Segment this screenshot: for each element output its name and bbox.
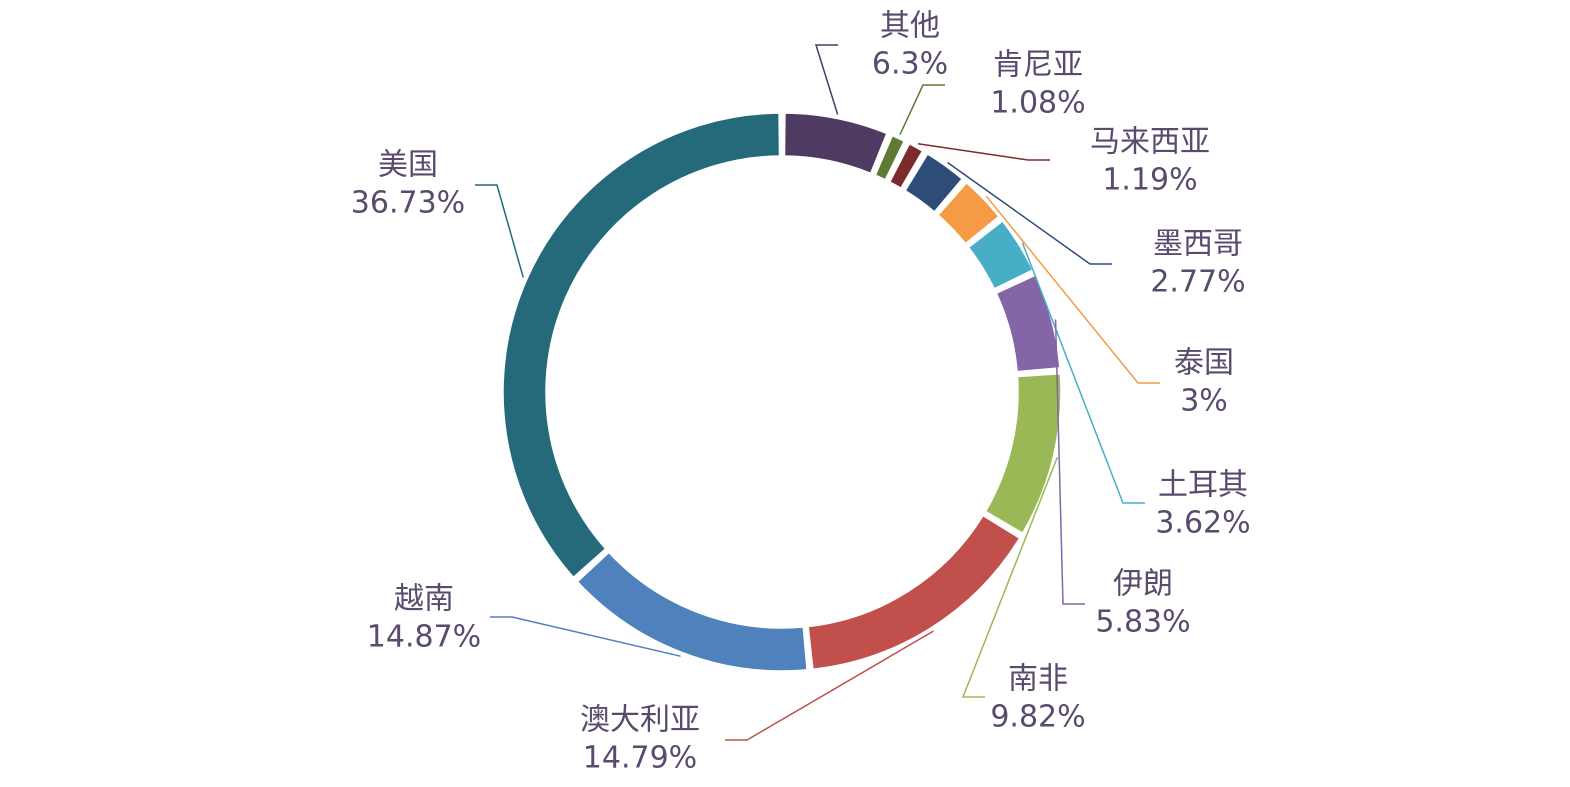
slice-name-label: 墨西哥	[1153, 227, 1243, 262]
leader-line-8	[961, 456, 1059, 698]
slice-value-label: 5.83%	[1095, 605, 1190, 640]
leader-lines	[475, 44, 1160, 741]
leader-line-11	[475, 184, 524, 278]
slice-name-label: 其他	[880, 9, 940, 44]
slice-value-label: 6.3%	[872, 47, 948, 82]
slice-value-label: 3%	[1180, 384, 1228, 419]
slice-name-label: 马来西亚	[1090, 125, 1210, 160]
leader-line-5	[985, 195, 1160, 384]
slice-name-label: 越南	[394, 582, 454, 617]
slice-name-label: 土耳其	[1158, 468, 1248, 503]
slice-8	[984, 372, 1062, 535]
donut-slices	[502, 112, 1062, 672]
leader-line-4	[947, 161, 1112, 265]
leader-line-3	[917, 143, 1050, 161]
slice-name-label: 肯尼亚	[993, 48, 1083, 83]
slice-6	[967, 220, 1034, 290]
slice-name-label: 伊朗	[1113, 567, 1173, 602]
slice-3	[888, 142, 924, 190]
slice-name-label: 澳大利亚	[580, 703, 700, 738]
leader-line-7	[1054, 319, 1085, 605]
slice-10	[576, 551, 808, 672]
slice-name-label: 美国	[378, 148, 438, 183]
slice-name-label: 南非	[1008, 662, 1068, 697]
slice-value-label: 14.87%	[367, 620, 481, 655]
slice-value-label: 36.73%	[351, 186, 465, 221]
slice-value-label: 1.08%	[990, 86, 1085, 121]
slice-4	[904, 152, 964, 213]
slice-value-label: 1.19%	[1102, 163, 1197, 198]
slice-value-label: 14.79%	[583, 741, 697, 776]
slice-5	[937, 181, 1000, 245]
slice-11	[502, 112, 781, 579]
slice-9	[807, 514, 1021, 671]
slice-value-label: 3.62%	[1155, 506, 1250, 541]
slice-name-label: 泰国	[1174, 346, 1234, 381]
leader-line-2	[899, 84, 945, 136]
slice-7	[995, 274, 1061, 373]
slice-value-label: 9.82%	[990, 700, 1085, 735]
slice-1	[783, 112, 888, 175]
leader-line-9	[725, 630, 934, 741]
leader-line-1	[814, 44, 839, 115]
slice-value-label: 2.77%	[1150, 265, 1245, 300]
slice-2	[874, 134, 906, 181]
leader-line-10	[490, 616, 681, 657]
edge-mark	[1564, 652, 1570, 674]
